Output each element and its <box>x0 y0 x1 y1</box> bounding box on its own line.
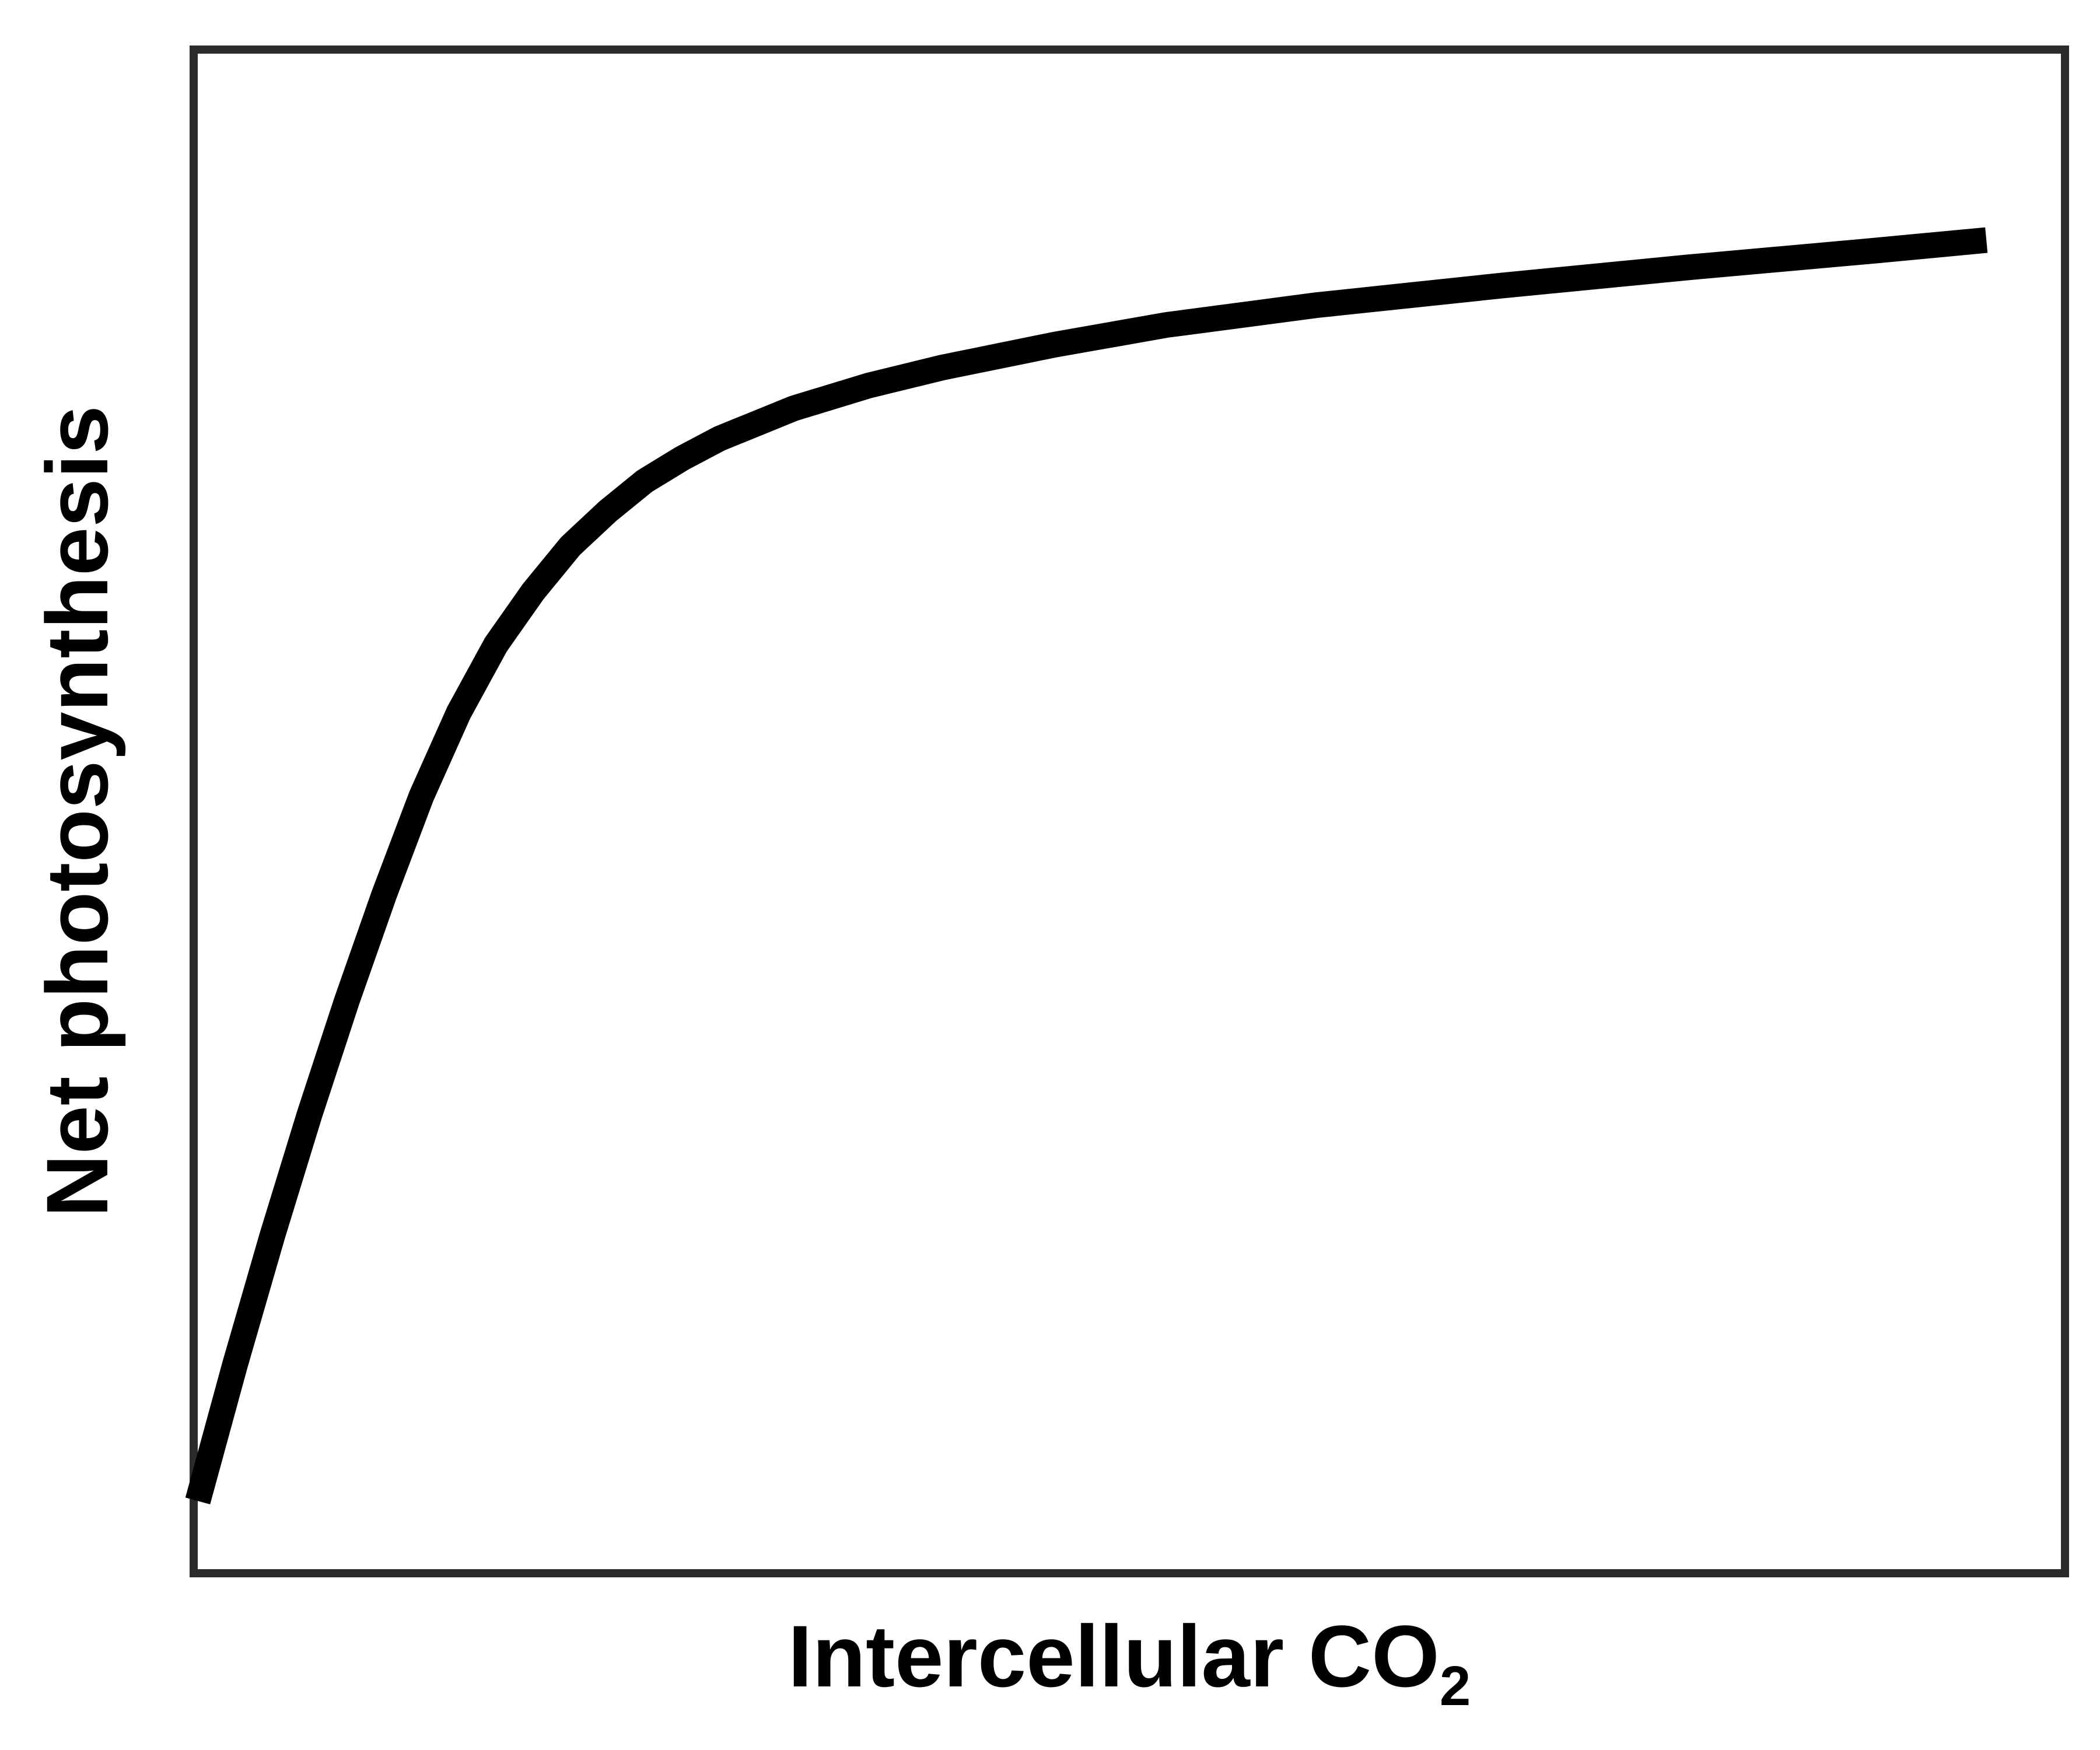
y-axis-label: Net photosynthesis <box>28 405 126 1217</box>
series-line-0 <box>185 227 1988 1504</box>
x-axis-label: Intercellular CO2 <box>788 1607 1471 1717</box>
series-layer <box>185 227 1988 1504</box>
x-axis-label-subscript: 2 <box>1440 1655 1471 1717</box>
x-axis-label-text: Intercellular CO <box>788 1607 1440 1705</box>
plot-frame <box>190 46 2069 1577</box>
